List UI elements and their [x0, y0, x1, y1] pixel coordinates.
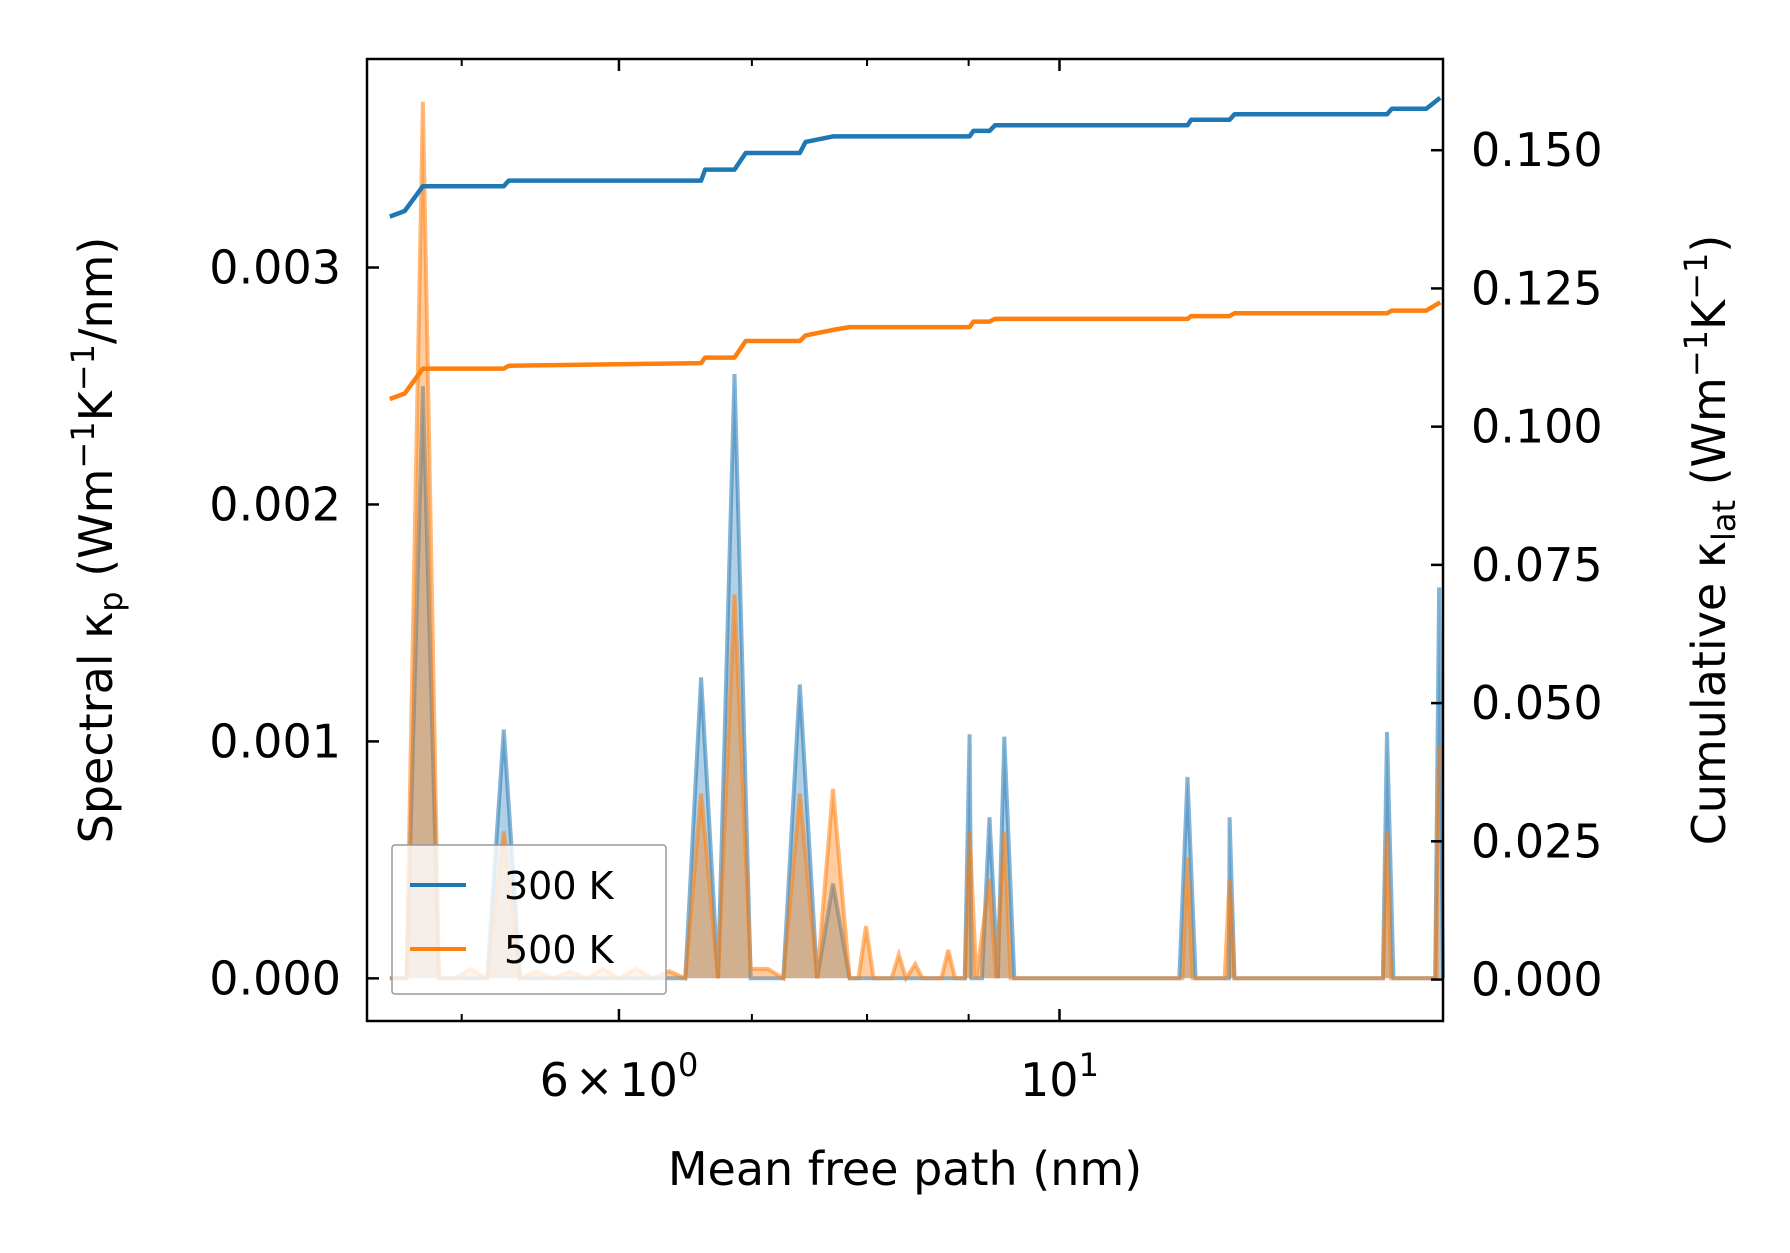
y-left-label-main: Spectral κ	[69, 612, 123, 844]
y-left-tick-label: 0.002	[209, 477, 341, 531]
y-left-label-unit-open: (Wm	[69, 469, 123, 592]
y-left-label-sup1: −1	[64, 421, 102, 468]
x-tick-label: 6 × 100	[540, 1046, 699, 1107]
y-left-tick-label: 0.003	[209, 241, 341, 295]
y-right-label-sup2: −1	[1677, 253, 1715, 300]
y-left-tick-label: 0.001	[209, 714, 341, 768]
legend-label-500k: 500 K	[504, 928, 615, 972]
legend-frame	[391, 844, 667, 995]
y-left-label-unit-close: /nm)	[69, 237, 123, 344]
y-right-tick-label: 0.050	[1471, 676, 1603, 730]
cumulative-line-500k	[389, 300, 1442, 402]
data-line-layer	[389, 95, 1442, 402]
y-right-tick-label: 0.150	[1471, 123, 1603, 177]
y-right-label-main: Cumulative κ	[1682, 541, 1736, 845]
cumulative-line-300k	[389, 95, 1442, 219]
tick-layer: 0.000 0.001 0.002 0.003 0.000 0.025 0.050 0.075…	[209, 59, 1603, 1107]
y-right-label-unit-open: (Wm	[1682, 377, 1736, 500]
legend-label-300k: 300 K	[504, 864, 615, 908]
y-right-tick-label: 0.100	[1471, 400, 1603, 454]
y-left-label-mid: K	[69, 389, 123, 421]
y-left-label-sub: p	[92, 591, 130, 611]
y-axis-right-label: Cumulative κlat (Wm−1K−1)	[1677, 235, 1743, 846]
y-right-tick-label: 0.075	[1471, 538, 1603, 592]
y-right-label-sub: lat	[1705, 500, 1743, 541]
y-right-tick-label: 0.025	[1471, 814, 1603, 868]
y-right-label-mid: K	[1682, 298, 1736, 330]
y-right-label-unit-close: )	[1682, 235, 1736, 253]
x-tick-label: 101	[1020, 1046, 1099, 1107]
x-axis-label: Mean free path (nm)	[668, 1142, 1142, 1196]
y-right-tick-label: 0.125	[1471, 261, 1603, 315]
legend: 300 K 500 K	[391, 844, 667, 995]
y-left-label-sup2: −1	[64, 344, 102, 391]
y-left-tick-label: 0.000	[209, 951, 341, 1005]
y-right-tick-label: 0.000	[1471, 953, 1603, 1007]
plot-frame	[365, 57, 1445, 1023]
y-right-label-sup1: −1	[1677, 330, 1715, 377]
y-axis-left-label: Spectral κp (Wm−1K−1/nm)	[64, 237, 130, 844]
